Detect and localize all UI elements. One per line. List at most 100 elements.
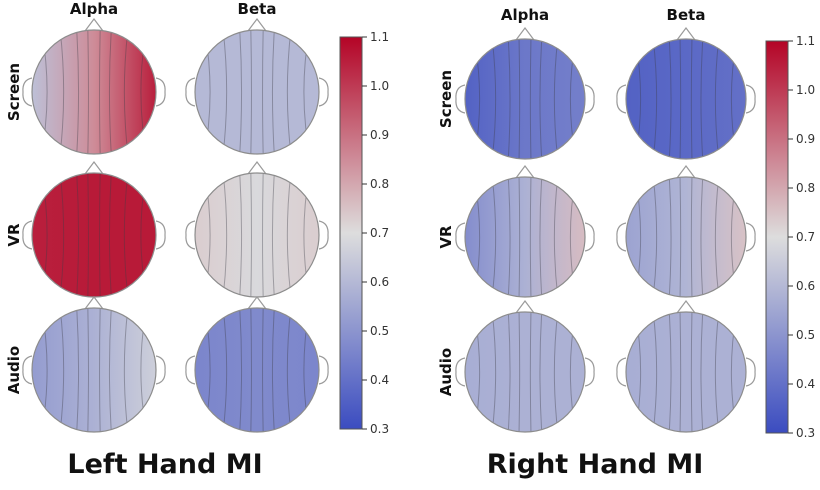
column-label-alpha: Alpha	[501, 6, 549, 24]
colorbar-tick-label: 0.5	[796, 328, 815, 342]
colorbar-tick-label: 0.3	[370, 422, 389, 436]
right-colorbar: 0.3 0.4 0.5 0.6 0.7 0.8 0.9 1.0 1.1	[765, 34, 815, 440]
scalp-fill	[195, 308, 319, 432]
colorbar-tick-label: 0.9	[796, 132, 815, 146]
nose-marker	[676, 27, 696, 41]
colorbar-tick-label: 0.5	[370, 324, 389, 338]
colorbar-tick-label: 0.3	[796, 426, 815, 440]
scalp-fill	[626, 39, 746, 159]
scalp-fill	[626, 177, 746, 297]
right-panel-title: Right Hand MI	[486, 449, 704, 480]
right-ear-marker	[584, 84, 595, 114]
topomap-audio-alpha	[455, 300, 595, 433]
topomap-screen-alpha	[455, 27, 595, 160]
nose-marker	[84, 296, 104, 310]
head-outline	[464, 38, 586, 160]
left-ear-marker	[455, 84, 466, 114]
left-panel-title: Left Hand MI	[67, 449, 263, 480]
head-outline	[31, 29, 157, 155]
head-outline	[625, 176, 747, 298]
colorbar-tick-label: 1.1	[370, 30, 389, 44]
nose-marker	[676, 300, 696, 314]
row-label-screen: Screen	[5, 63, 23, 121]
nose-marker	[84, 161, 104, 175]
left-ear-marker	[185, 77, 196, 107]
scalp-fill	[465, 39, 585, 159]
colorbar-scale	[765, 40, 789, 434]
right-panel: Alpha Beta Screen VR Audio 0.3 0.4 0.5 0.6 0.7 0.8…	[437, 6, 815, 440]
colorbar-tick-label: 0.7	[796, 230, 815, 244]
head-outline	[194, 29, 320, 155]
left-colorbar: 0.3 0.4 0.5 0.6 0.7 0.8 0.9 1.0 1.1	[339, 30, 389, 436]
topomap-screen-beta	[616, 27, 756, 160]
left-ear-marker	[185, 220, 196, 250]
row-label-vr: VR	[5, 223, 23, 247]
right-ear-marker	[745, 357, 756, 387]
colorbar-tick-label: 1.0	[796, 83, 815, 97]
left-ear-marker	[455, 357, 466, 387]
topomap-vr-beta	[185, 161, 329, 298]
right-ear-marker	[155, 220, 166, 250]
nose-marker	[84, 18, 104, 32]
row-label-screen: Screen	[437, 70, 455, 128]
head-outline	[464, 176, 586, 298]
right-ear-marker	[318, 77, 329, 107]
scalp-fill	[465, 312, 585, 432]
right-ear-marker	[584, 222, 595, 252]
right-ear-marker	[155, 77, 166, 107]
colorbar-tick-label: 0.6	[796, 279, 815, 293]
head-outline	[31, 307, 157, 433]
contour-lines	[634, 177, 738, 297]
right-ear-marker	[318, 220, 329, 250]
topomap-vr-beta	[616, 165, 756, 298]
right-ear-marker	[155, 355, 166, 385]
scalp-fill	[32, 30, 156, 154]
left-ear-marker	[22, 220, 33, 250]
contour-lines	[40, 30, 148, 154]
topomap-audio-beta	[616, 300, 756, 433]
left-ear-marker	[22, 77, 33, 107]
row-label-audio: Audio	[5, 346, 23, 394]
right-ear-marker	[745, 84, 756, 114]
scalp-fill	[626, 312, 746, 432]
column-label-beta: Beta	[238, 0, 277, 18]
topomap-screen-alpha	[22, 18, 166, 155]
nose-marker	[247, 161, 267, 175]
topomap-audio-alpha	[22, 296, 166, 433]
head-outline	[464, 311, 586, 433]
topomap-screen-beta	[185, 18, 329, 155]
left-ear-marker	[455, 222, 466, 252]
head-outline	[625, 38, 747, 160]
nose-marker	[247, 296, 267, 310]
colorbar-tick-label: 1.1	[796, 34, 815, 48]
scalp-fill	[195, 30, 319, 154]
topomap-audio-beta	[185, 296, 329, 433]
left-panel: Alpha Beta Screen VR Audio 0.3 0.4 0.5 0.6 0.7 0.8…	[5, 0, 389, 436]
left-ear-marker	[616, 222, 627, 252]
head-outline	[625, 311, 747, 433]
head-outline	[194, 307, 320, 433]
scalp-fill	[32, 308, 156, 432]
column-label-beta: Beta	[667, 6, 706, 24]
colorbar-tick-label: 0.6	[370, 275, 389, 289]
left-ear-marker	[616, 357, 627, 387]
right-ear-marker	[745, 222, 756, 252]
nose-marker	[247, 18, 267, 32]
scalp-fill	[465, 177, 585, 297]
scalp-fill	[32, 173, 156, 297]
column-label-alpha: Alpha	[70, 0, 118, 18]
right-ear-marker	[584, 357, 595, 387]
topomap-vr-alpha	[22, 161, 166, 298]
colorbar-tick-label: 0.4	[796, 377, 815, 391]
row-label-vr: VR	[437, 225, 455, 249]
nose-marker	[676, 165, 696, 179]
colorbar-tick-label: 0.9	[370, 128, 389, 142]
left-ear-marker	[616, 84, 627, 114]
nose-marker	[515, 300, 535, 314]
nose-marker	[515, 165, 535, 179]
colorbar-tick-label: 0.4	[370, 373, 389, 387]
row-label-audio: Audio	[437, 348, 455, 396]
colorbar-tick-label: 0.8	[370, 177, 389, 191]
right-ear-marker	[318, 355, 329, 385]
